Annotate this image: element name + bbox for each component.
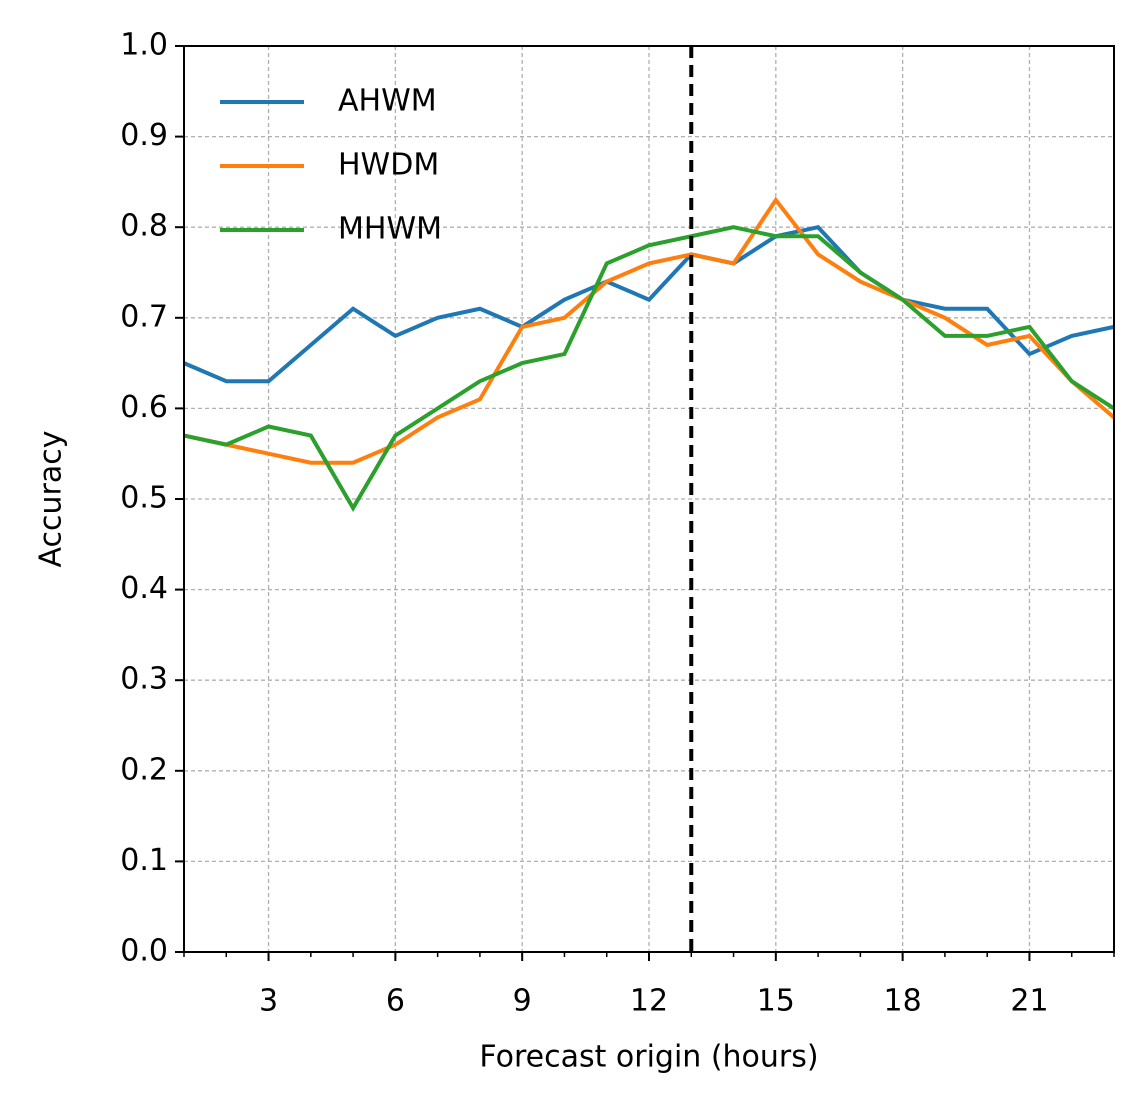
y-tick-label: 0.5: [120, 481, 168, 516]
y-tick-label: 1.0: [120, 28, 168, 63]
y-tick-label: 0.8: [120, 209, 168, 244]
x-tick-label: 15: [757, 984, 795, 1019]
y-tick-label: 0.1: [120, 843, 168, 878]
x-axis-label: Forecast origin (hours): [479, 1040, 818, 1075]
legend-label: HWDM: [338, 148, 439, 183]
legend-label: MHWM: [338, 212, 442, 247]
x-tick-label: 3: [259, 984, 278, 1019]
y-tick-label: 0.2: [120, 752, 168, 787]
y-tick-label: 0.4: [120, 571, 168, 606]
plot-frame: [183, 45, 1115, 953]
x-tick-label: 18: [884, 984, 922, 1019]
x-tick-label: 6: [386, 984, 405, 1019]
y-tick-label: 0.7: [120, 299, 168, 334]
legend-label: AHWM: [338, 84, 437, 119]
y-tick-label: 0.9: [120, 118, 168, 153]
series-line: [183, 225, 1116, 513]
series-line: [183, 196, 1116, 465]
y-tick-label: 0.6: [120, 390, 168, 425]
x-tick-label: 9: [513, 984, 532, 1019]
y-tick-label: 0.3: [120, 662, 168, 697]
series-line: [183, 225, 1115, 384]
y-axis-label: Accuracy: [34, 431, 69, 568]
y-tick-label: 0.0: [120, 934, 168, 969]
x-tick-label: 21: [1010, 984, 1048, 1019]
x-tick-label: 12: [630, 984, 668, 1019]
